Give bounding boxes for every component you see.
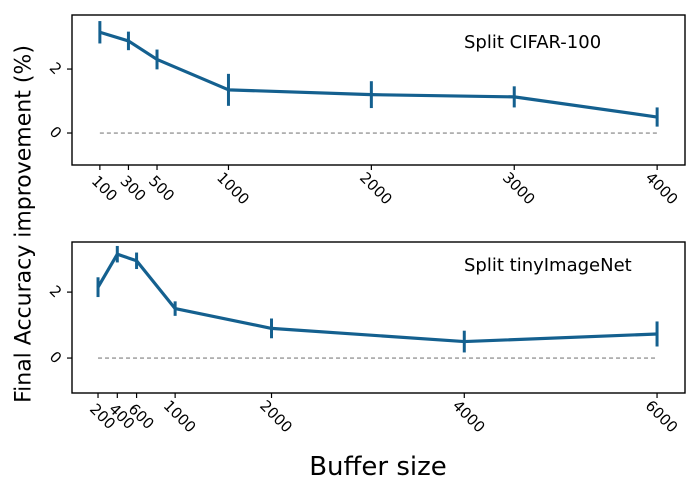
x-tick-label: 100 <box>88 172 121 205</box>
y-tick-label: 0 <box>46 348 65 367</box>
x-tick-label: 1000 <box>160 397 200 437</box>
x-tick-label: 1000 <box>213 169 253 209</box>
axes-frame <box>71 241 686 394</box>
annotation-split-cifar100: Split CIFAR-100 <box>464 32 602 53</box>
data-line <box>99 30 658 119</box>
x-axis-label: Buffer size <box>309 452 447 482</box>
x-tick-label: 500 <box>145 172 178 205</box>
y-tick-label: 2 <box>46 59 65 78</box>
x-tick-label: 2000 <box>256 397 296 437</box>
y-axis-label: Final Accuracy improvement (%) <box>11 45 37 403</box>
x-tick-label: 4000 <box>642 169 682 209</box>
annotation-split-tinyimagenet: Split tinyImageNet <box>464 255 632 276</box>
x-tick-label: 2000 <box>356 169 396 209</box>
x-tick-label: 4000 <box>449 397 489 437</box>
axes-frame <box>71 14 686 166</box>
y-tick-label: 2 <box>46 282 65 301</box>
x-tick-label: 300 <box>116 172 149 205</box>
y-tick-label: 0 <box>46 123 65 142</box>
data-line <box>96 252 658 344</box>
x-tick-label: 3000 <box>499 169 539 209</box>
x-tick-label: 6000 <box>642 397 682 437</box>
